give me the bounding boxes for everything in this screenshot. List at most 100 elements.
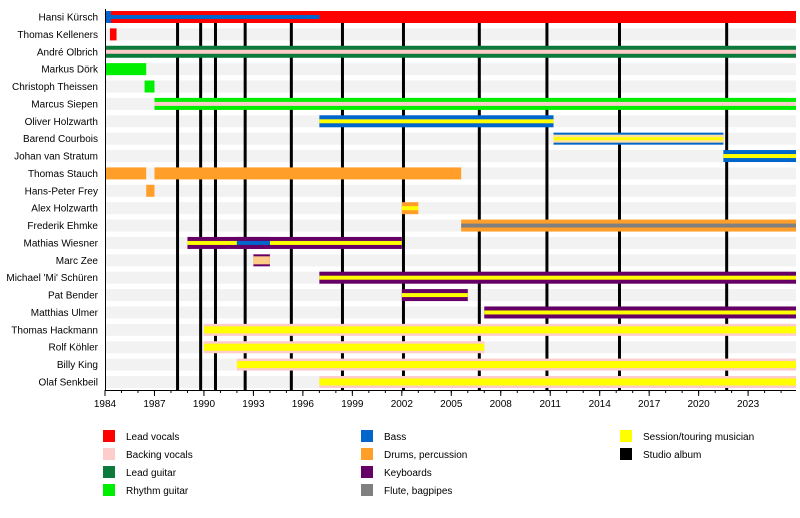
member-label: Marcus Siepen <box>31 99 98 110</box>
member-label: Frederik Ehmke <box>27 221 98 232</box>
x-tick-label: 2011 <box>539 399 561 410</box>
studio-album-line <box>289 11 293 390</box>
row-background <box>105 63 796 76</box>
legend-swatch <box>103 466 115 478</box>
legend-label: Studio album <box>643 450 701 461</box>
backing_vocals-stripe <box>154 101 797 106</box>
member-label: Thomas Kelleners <box>17 30 98 41</box>
studio-album-line <box>176 11 180 390</box>
legend-label: Bass <box>384 432 406 443</box>
x-tick-label: 2008 <box>490 399 513 410</box>
studio-album-line <box>401 11 405 390</box>
x-tick-label: 1999 <box>341 399 364 410</box>
session-stripe <box>187 240 402 245</box>
member-label: Michael 'Mi' Schüren <box>6 273 98 284</box>
x-axis: 1984 1987 1990 1993 1996 1999 2002 2005 2008 2011… <box>94 9 796 410</box>
session-stripe <box>553 137 724 141</box>
legend-swatch <box>103 448 115 460</box>
legend-label: Lead vocals <box>126 432 179 443</box>
studio-album-lines <box>176 11 729 390</box>
legend-swatch <box>103 430 115 442</box>
x-tick-label: 2014 <box>589 399 612 410</box>
member-label: Oliver Holzwarth <box>25 117 98 128</box>
member-bar <box>105 167 147 180</box>
member-label: Matthias Ulmer <box>31 308 99 319</box>
member-label: Marc Zee <box>56 256 99 267</box>
member-bar <box>144 80 155 93</box>
row-background <box>105 254 796 267</box>
member-labels: Hansi Kürsch Thomas Kelleners André Olbric… <box>6 13 99 389</box>
session-stripe <box>236 361 797 369</box>
legend-swatch <box>361 430 373 442</box>
studio-album-line <box>545 11 549 390</box>
x-tick-label: 1984 <box>94 399 117 410</box>
flute-stripe <box>461 223 796 228</box>
member-bars <box>105 11 797 388</box>
member-label: Thomas Hackmann <box>11 325 98 336</box>
member-bar <box>105 63 147 76</box>
studio-album-line <box>213 11 217 390</box>
x-tick-label: 1987 <box>143 399 166 410</box>
studio-album-line <box>243 11 247 390</box>
legend-swatch <box>361 466 373 478</box>
x-tick-label: 1996 <box>292 399 315 410</box>
session-stripe <box>203 326 796 334</box>
member-label: Pat Bender <box>48 291 99 302</box>
x-tick-label: 2023 <box>737 399 760 410</box>
x-tick-label: 2020 <box>688 399 711 410</box>
row-background <box>105 150 796 163</box>
row-background <box>105 28 796 41</box>
studio-album-line <box>725 11 729 390</box>
bass-stripe <box>109 15 320 19</box>
session-stripe <box>484 310 796 315</box>
x-tick-label: 2002 <box>391 399 414 410</box>
row-background <box>105 80 796 93</box>
row-background <box>105 202 796 215</box>
x-tick-label: 2017 <box>638 399 661 410</box>
studio-album-line <box>617 11 621 390</box>
legend-swatch <box>620 448 632 460</box>
backing_vocals-stripe <box>105 49 796 54</box>
legend-label: Drums, percussion <box>384 450 467 461</box>
legend-label: Backing vocals <box>126 450 193 461</box>
studio-album-line <box>477 11 481 390</box>
member-label: Barend Courbois <box>23 134 98 145</box>
bass-marker <box>105 11 111 23</box>
member-label: Alex Holzwarth <box>31 204 98 215</box>
member-label: Christoph Theissen <box>12 82 98 93</box>
x-tick-label: 1993 <box>242 399 265 410</box>
legend-label: Lead guitar <box>126 468 177 479</box>
session-stripe <box>401 293 468 298</box>
legend-label: Rhythm guitar <box>126 486 189 497</box>
member-label: Billy King <box>57 360 98 371</box>
member-label: Hansi Kürsch <box>39 13 98 24</box>
member-bar <box>146 184 155 197</box>
legend: Lead vocals Backing vocals Lead guitar Rhyt… <box>103 430 754 497</box>
member-bar <box>154 167 462 180</box>
session-stripe <box>319 275 796 280</box>
member-label: Rolf Köhler <box>49 343 99 354</box>
studio-album-line <box>340 11 344 390</box>
session-stripe <box>723 154 796 159</box>
member-bar <box>109 28 117 41</box>
x-tick-label: 2005 <box>440 399 463 410</box>
studio-album-line <box>199 11 203 390</box>
member-label: Mathias Wiesner <box>24 238 99 249</box>
legend-swatch <box>103 484 115 496</box>
legend-swatch <box>361 484 373 496</box>
row-background <box>105 184 796 197</box>
session-stripe <box>319 378 796 386</box>
x-tick-label: 1990 <box>193 399 216 410</box>
session-stripe <box>401 206 419 211</box>
member-label: Markus Dörk <box>41 65 99 76</box>
legend-label: Flute, bagpipes <box>384 486 452 497</box>
member-label: Johan van Stratum <box>14 152 98 163</box>
member-label: Thomas Stauch <box>28 169 98 180</box>
session-stripe <box>203 343 485 351</box>
backing-stripe <box>253 256 270 265</box>
legend-label: Session/touring musician <box>643 432 754 443</box>
legend-swatch <box>620 430 632 442</box>
member-label: Hans-Peter Frey <box>25 186 98 197</box>
legend-swatch <box>361 448 373 460</box>
